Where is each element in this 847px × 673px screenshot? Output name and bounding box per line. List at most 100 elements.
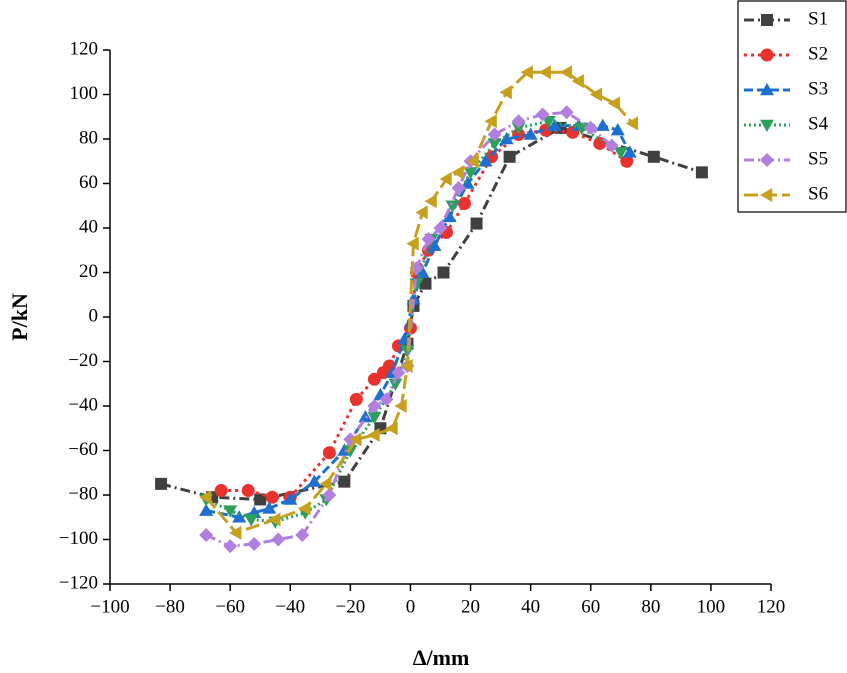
marker [484,114,497,129]
series-line [205,124,632,519]
marker [613,147,628,160]
legend-marker [761,14,773,26]
legend-label: S4 [808,113,829,134]
y-tick-label: 0 [89,305,99,326]
x-tick-label: 60 [581,596,600,617]
y-tick-label: 20 [79,261,98,282]
x-tick-label: 100 [697,596,726,617]
marker [620,154,634,168]
y-tick-label: −40 [68,394,98,415]
marker [199,528,214,543]
marker [265,490,279,504]
marker [595,118,610,131]
marker [199,490,212,505]
legend-label: S5 [808,148,828,169]
marker [307,474,322,487]
marker [445,200,460,213]
legend-label: S1 [808,8,828,29]
y-tick-label: 80 [79,127,98,148]
marker [283,492,298,505]
marker [421,232,436,247]
x-tick-label: 0 [406,596,416,617]
marker [419,277,432,290]
marker [589,87,602,102]
series-line [205,119,622,524]
marker [322,446,336,460]
marker [298,501,311,516]
y-tick-label: −100 [59,528,98,549]
marker [538,65,551,80]
legend-label: S6 [808,183,828,204]
series-line [160,126,703,501]
marker [406,236,419,251]
marker [400,358,413,373]
x-tick-label: −80 [155,596,185,617]
marker [379,392,394,407]
legend-label: S2 [808,43,828,64]
marker [254,493,267,506]
marker [442,209,457,223]
marker [625,116,639,131]
marker [487,138,502,151]
series-line [204,70,634,535]
marker [559,105,574,120]
marker [322,488,337,502]
y-axis-label: P/kN [7,293,32,341]
x-tick-label: 40 [521,596,540,617]
marker [367,372,381,386]
x-tick-label: −40 [275,596,305,617]
y-tick-label: −120 [59,572,98,593]
x-tick-label: −20 [336,596,366,617]
marker [437,266,450,279]
marker [499,132,514,145]
marker [458,197,472,211]
y-tick-label: −60 [68,439,98,460]
marker [511,122,526,135]
marker [271,532,286,547]
marker [427,238,442,252]
y-tick-label: 120 [70,38,99,59]
marker [470,217,483,230]
marker [439,172,452,187]
marker [262,501,277,514]
marker [232,510,247,523]
y-tick-label: 40 [79,216,98,237]
marker [511,114,526,129]
x-tick-label: −60 [215,596,245,617]
marker [535,107,550,122]
marker [367,427,380,442]
marker [503,150,516,163]
marker [695,166,708,179]
x-tick-label: 120 [757,596,786,617]
marker [199,503,214,516]
marker [319,476,332,491]
y-tick-label: 60 [79,172,98,193]
marker [487,127,502,142]
marker [247,536,262,551]
marker [223,505,238,518]
x-tick-label: 80 [641,596,660,617]
marker [647,150,660,163]
y-tick-label: −80 [68,483,98,504]
legend-marker [760,48,774,62]
legend-marker [760,83,774,96]
marker [394,399,407,413]
marker [478,154,493,167]
marker [391,365,406,380]
marker [499,85,512,100]
marker [424,194,437,209]
marker [223,539,238,554]
marker [451,165,464,180]
legend-marker [760,119,774,132]
marker [433,221,448,235]
marker [295,528,310,543]
marker [415,205,428,220]
marker [338,475,351,488]
marker [244,514,259,527]
marker [466,154,479,169]
y-tick-label: −20 [68,350,98,371]
marker [367,399,382,413]
marker [520,65,533,80]
